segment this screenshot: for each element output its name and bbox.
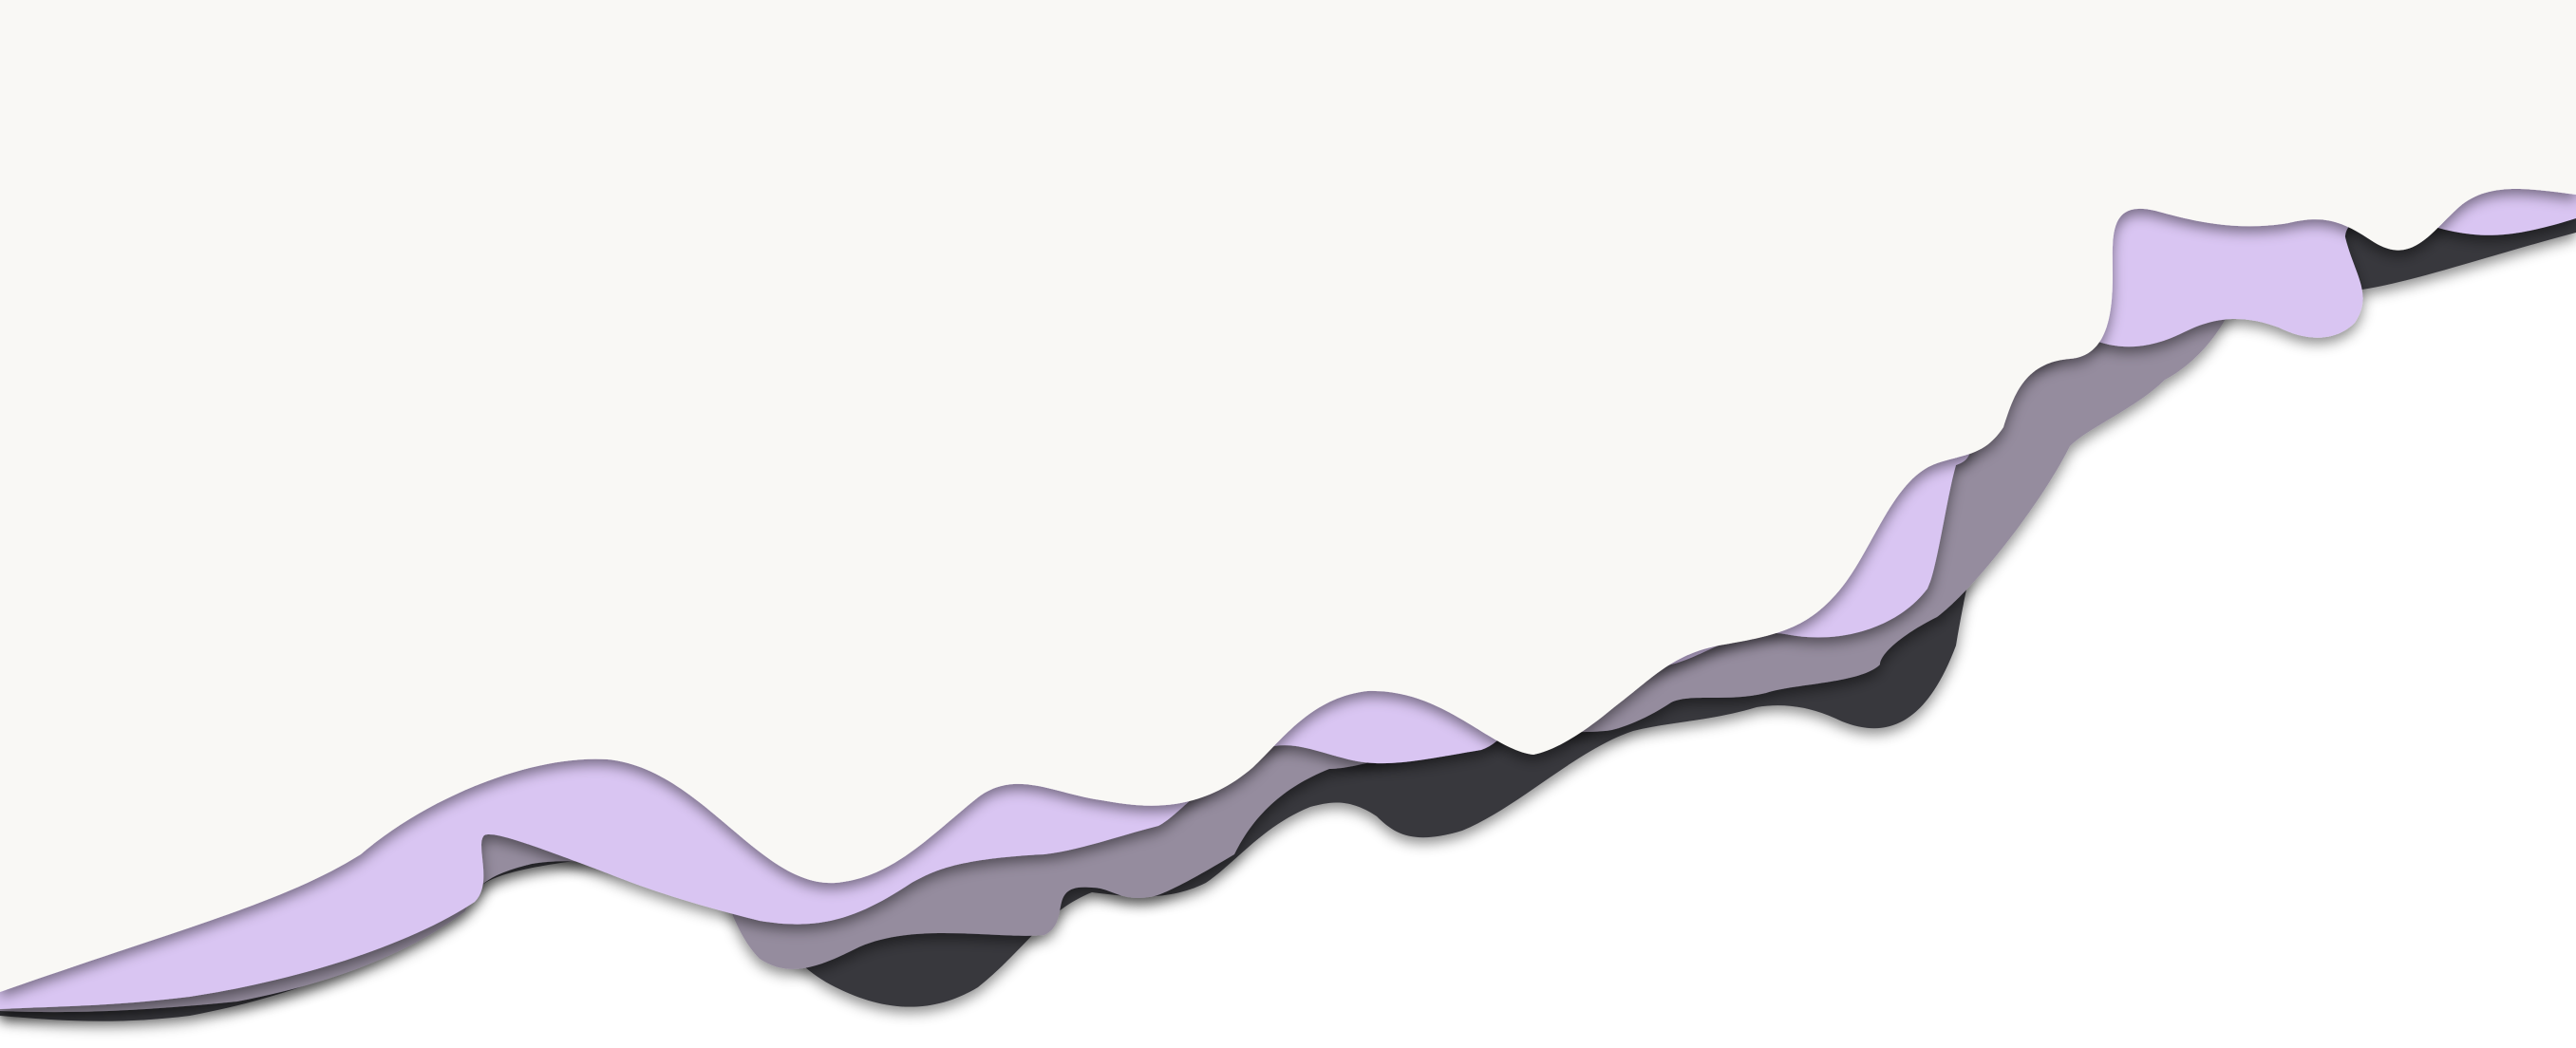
- paper-layer: [0, 0, 2576, 992]
